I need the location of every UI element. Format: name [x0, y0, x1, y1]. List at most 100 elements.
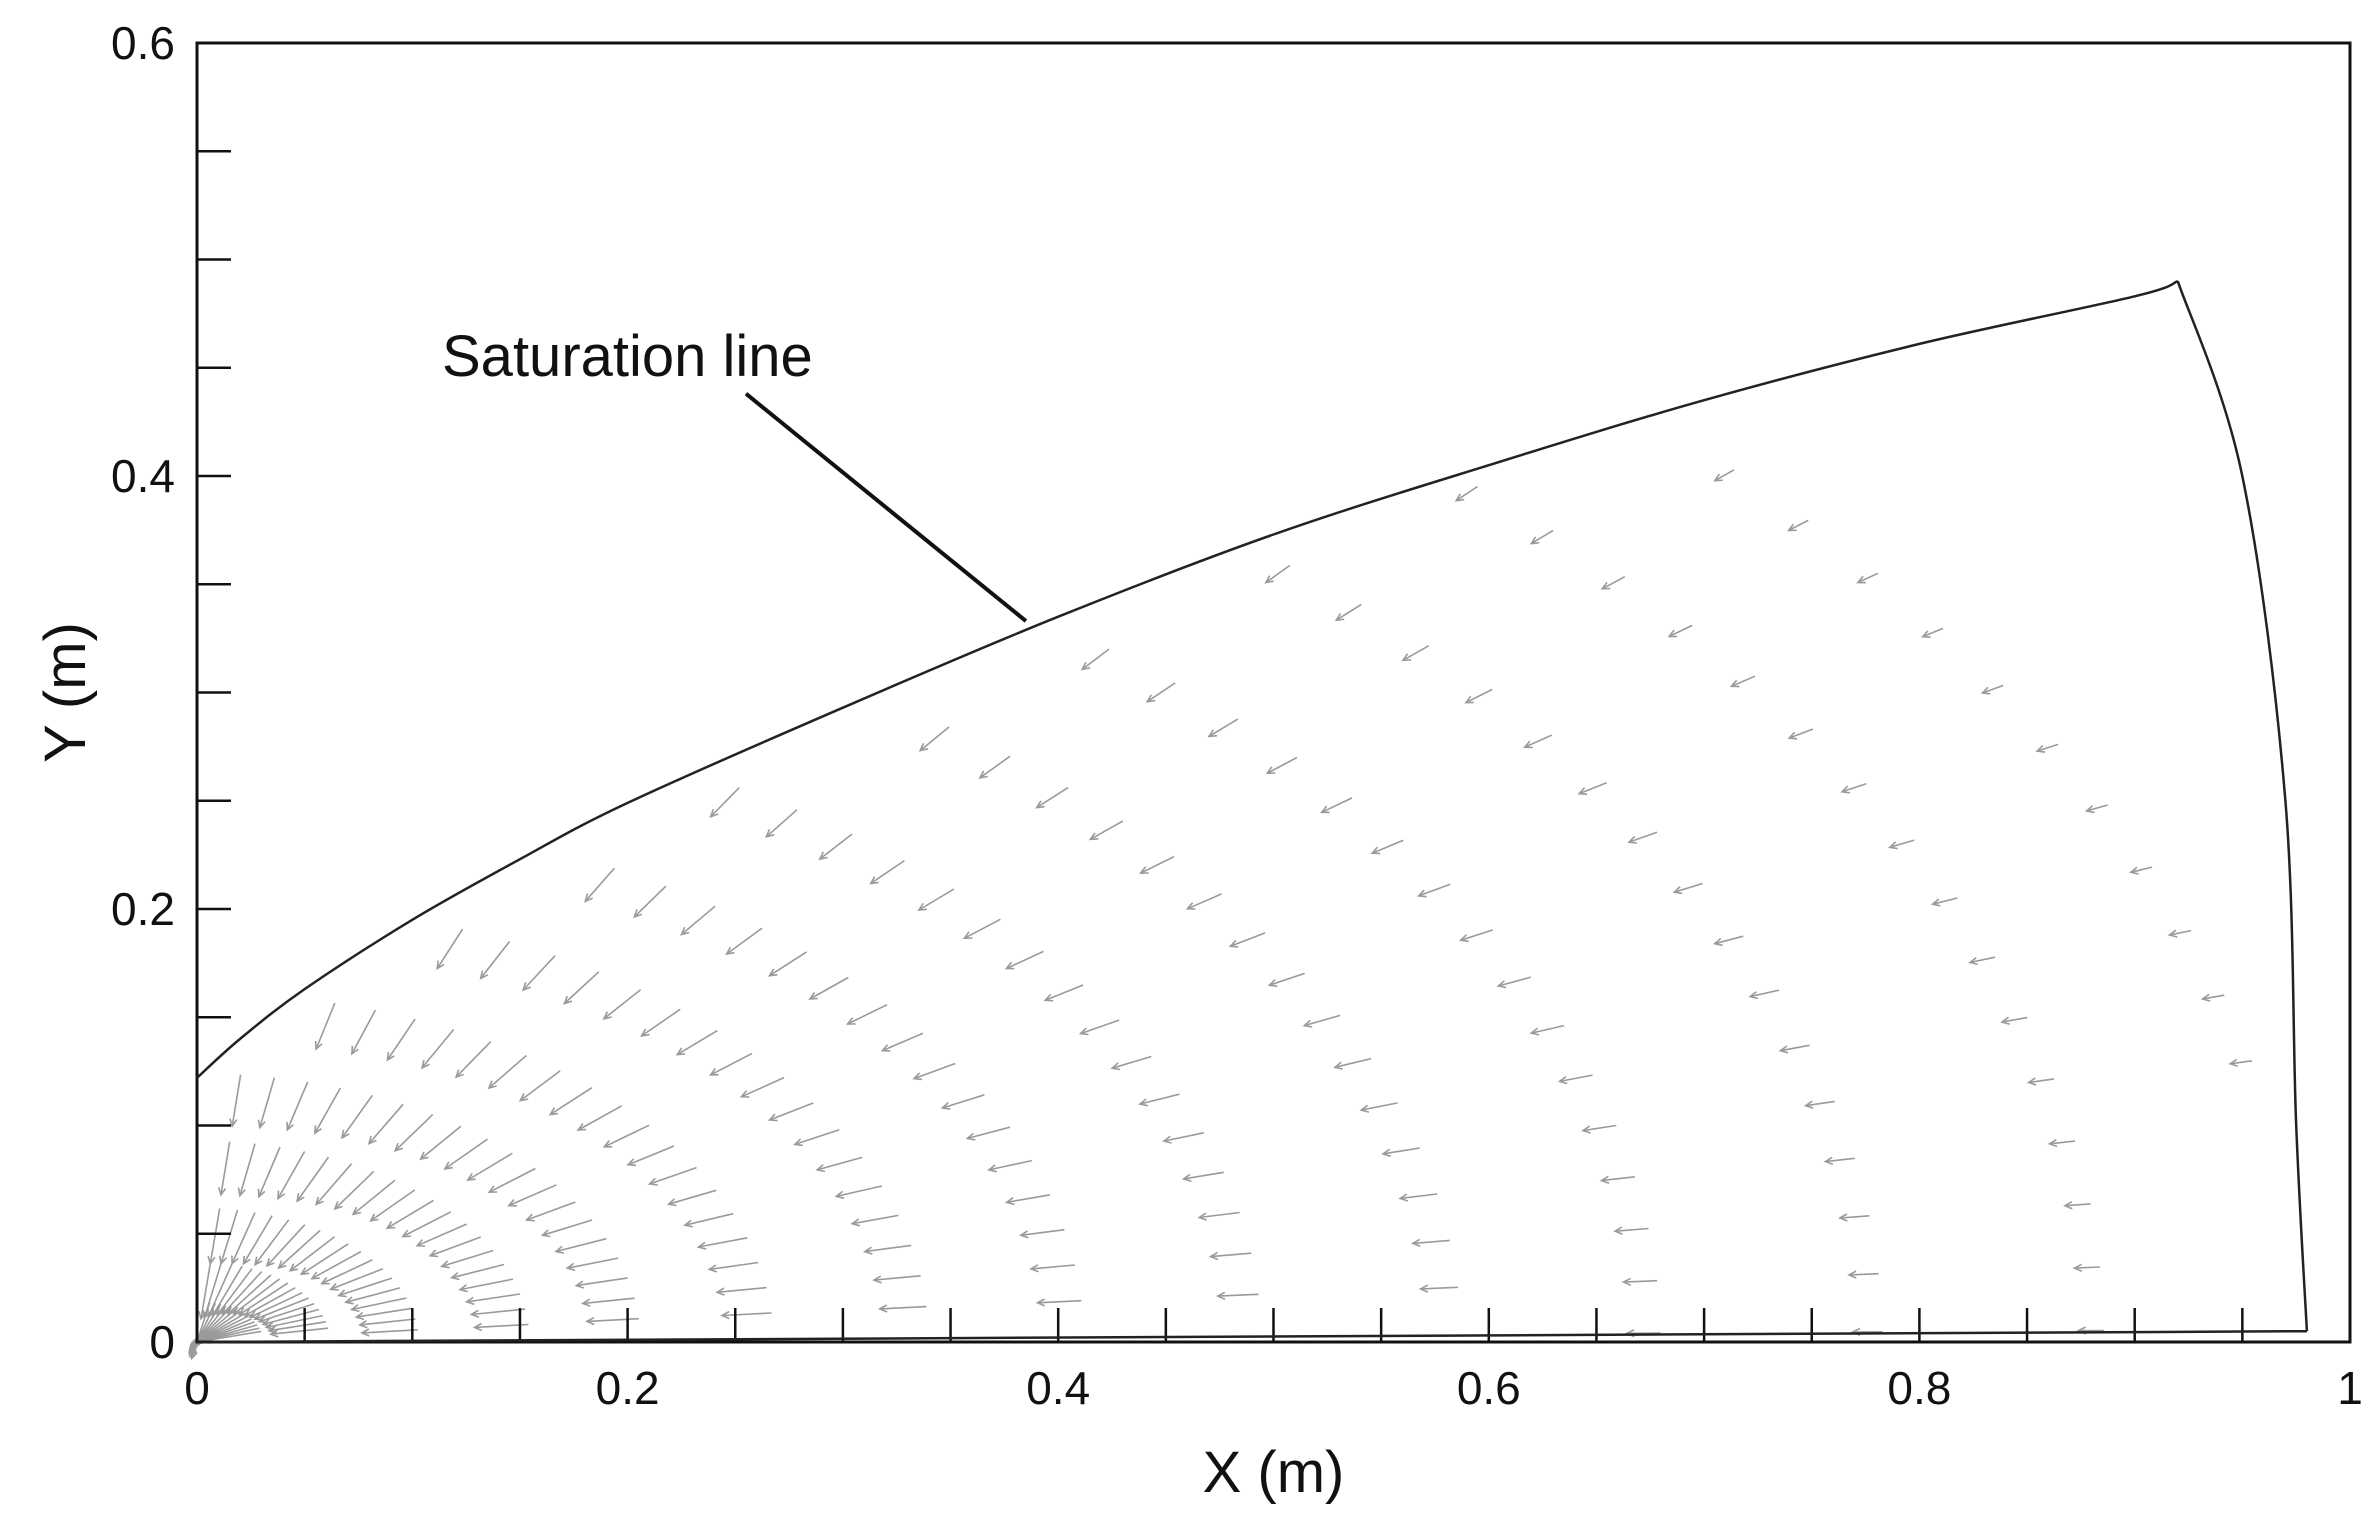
velocity-arrowhead [1667, 629, 1678, 638]
velocity-arrow [351, 1297, 407, 1311]
velocity-arrowhead [1847, 1270, 1857, 1279]
y-axis-title: Y (m) [33, 622, 98, 763]
velocity-arrow [429, 1236, 482, 1257]
velocity-arrow [1455, 485, 1478, 502]
velocity-arrowhead [2072, 1263, 2083, 1272]
velocity-arrow [368, 1103, 404, 1145]
velocity-arrow [668, 1189, 717, 1205]
plot-frame [195, 41, 2352, 1344]
velocity-arrow [542, 1219, 593, 1237]
velocity-arrowhead [1416, 889, 1427, 898]
velocity-arrowhead [231, 1255, 239, 1266]
velocity-arrowhead [1208, 1251, 1219, 1261]
velocity-arrow [1714, 935, 1744, 945]
velocity-arrowhead [1713, 473, 1723, 482]
velocity-arrow [963, 918, 1001, 940]
velocity-arrow [519, 1070, 561, 1102]
velocity-arrow [809, 976, 849, 1000]
velocity-arrow [270, 1327, 329, 1335]
velocity-arrowhead [720, 1310, 730, 1320]
velocity-arrowhead [1599, 1175, 1610, 1184]
velocity-arrowhead [1359, 1104, 1370, 1113]
velocity-arrowhead [386, 1051, 395, 1062]
velocity-arrowhead [349, 1303, 360, 1313]
velocity-arrowhead [869, 876, 879, 885]
velocity-arrow [1465, 688, 1493, 704]
velocity-arrowhead [393, 1142, 404, 1152]
velocity-arrowhead [313, 1125, 322, 1135]
velocity-arrowhead [1581, 1125, 1591, 1134]
velocity-arrowhead [232, 1306, 242, 1315]
velocity-arrowhead [1181, 1173, 1192, 1182]
velocity-arrow [522, 955, 556, 991]
velocity-arrow [918, 888, 955, 911]
velocity-arrow [710, 1052, 753, 1076]
velocity-arrow [254, 1297, 309, 1320]
y-tick-labels: 0 0.2 0.4 0.6 [111, 17, 175, 1368]
velocity-arrow [1582, 1124, 1617, 1132]
velocity-arrowhead [1613, 1226, 1623, 1235]
velocity-arrowhead [1529, 536, 1540, 545]
velocity-arrow [1321, 797, 1353, 814]
velocity-arrow [698, 1237, 748, 1248]
velocity-arrow [2169, 929, 2192, 936]
velocity-arrowhead [1145, 694, 1156, 703]
velocity-arrow [1524, 734, 1553, 748]
velocity-arrow [2086, 804, 2109, 812]
velocity-arrowhead [2026, 1077, 2037, 1086]
velocity-arrowhead [454, 1069, 464, 1079]
velocity-arrowhead [1080, 661, 1091, 671]
velocity-arrow [471, 1308, 526, 1316]
velocity-arrow [231, 1212, 256, 1264]
velocity-arrowhead [1139, 866, 1149, 874]
velocity-arrowhead [1729, 679, 1740, 688]
velocity-arrow [2202, 994, 2225, 1000]
velocity-arrow [582, 1297, 635, 1305]
velocity-arrow [416, 1223, 467, 1247]
velocity-arrowhead [1197, 1212, 1208, 1221]
velocity-arrowhead [965, 1132, 976, 1141]
velocity-arrow [1183, 1171, 1224, 1180]
x-tick-label: 0 [184, 1362, 210, 1414]
velocity-arrowhead [351, 1206, 362, 1216]
velocity-arrow [1714, 469, 1735, 482]
velocity-arrowhead [443, 1161, 453, 1170]
velocity-arrowhead [1454, 493, 1465, 502]
velocity-arrowhead [580, 1298, 591, 1307]
velocity-arrow [200, 1324, 258, 1342]
velocity-arrowhead [357, 1320, 368, 1329]
velocity-arrowhead [253, 1256, 263, 1267]
velocity-arrow [198, 1321, 255, 1343]
velocity-arrow [1825, 1157, 1855, 1163]
velocity-arrow [882, 1032, 924, 1052]
velocity-arrow [794, 1128, 840, 1146]
velocity-arrowhead [2084, 805, 2095, 814]
velocity-arrowhead [367, 1135, 377, 1145]
velocity-arrowhead [632, 909, 643, 919]
velocity-arrowhead [320, 1276, 330, 1285]
velocity-arrowhead [211, 1307, 220, 1318]
velocity-arrow [2229, 1060, 2253, 1065]
velocity-arrowhead [1840, 785, 1851, 794]
velocity-arrow [741, 1076, 785, 1098]
velocity-arrow [1361, 1102, 1398, 1111]
velocity-arrowhead [314, 1041, 323, 1051]
velocity-arrowhead [565, 1262, 576, 1272]
velocity-arrow [300, 1243, 349, 1275]
velocity-arrow [1146, 682, 1176, 703]
velocity-arrowhead [1823, 1156, 1834, 1165]
velocity-arrowhead [548, 1107, 559, 1116]
velocity-arrowhead [286, 1121, 294, 1132]
velocity-arrow [1460, 929, 1493, 941]
velocity-arrow [341, 1094, 373, 1139]
velocity-arrowhead [1381, 1148, 1391, 1157]
velocity-arrow [2001, 1016, 2028, 1023]
velocity-arrow [1208, 718, 1239, 738]
velocity-arrow [402, 1211, 452, 1238]
velocity-arrowhead [683, 1219, 693, 1228]
velocity-arrowhead [277, 1190, 286, 1201]
velocity-arrowhead [265, 1258, 275, 1268]
velocity-arrow [1140, 855, 1175, 874]
velocity-arrowhead [767, 968, 778, 977]
velocity-arrow [1265, 564, 1291, 584]
